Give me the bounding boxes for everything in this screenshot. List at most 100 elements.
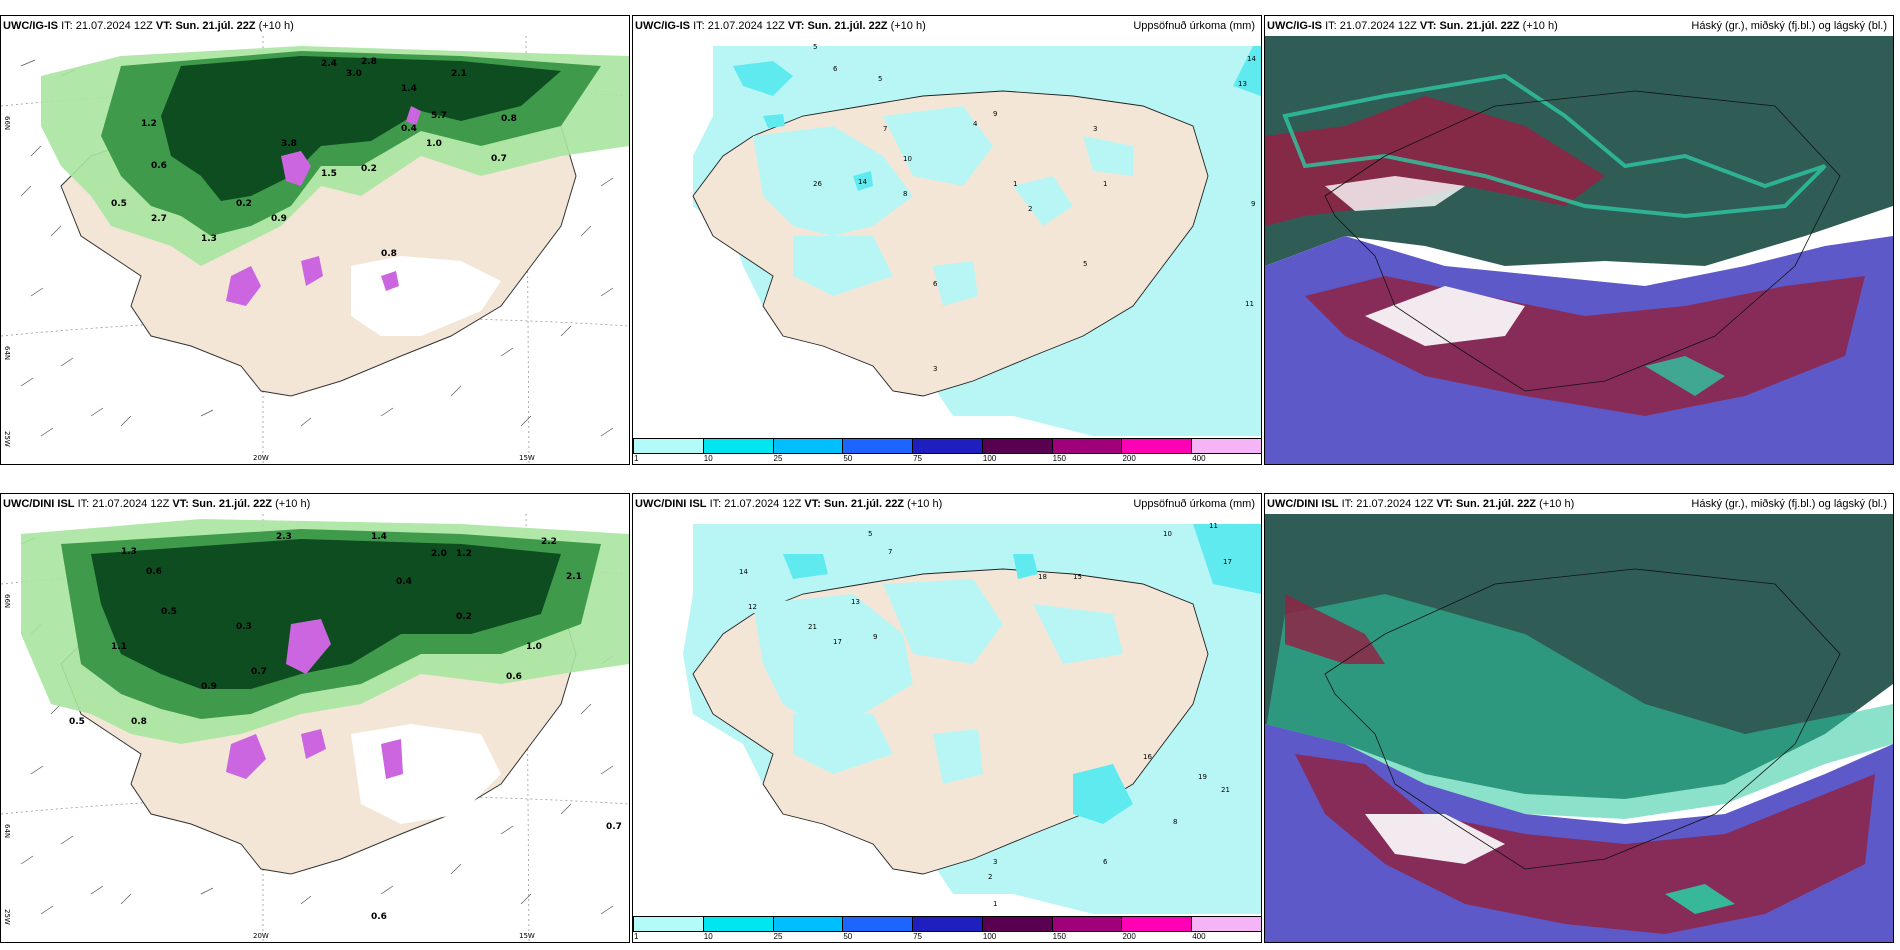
- value-label: 1.1: [111, 642, 127, 652]
- value-label: 0.7: [606, 822, 622, 832]
- lead-time: (+10 h): [275, 498, 311, 510]
- model-name: UWC/IG-IS: [1267, 20, 1322, 32]
- value-label: 1.4: [371, 532, 387, 542]
- panel-top-right-cloud: UWC/IG-IS IT: 21.07.2024 12Z VT: Sun. 21…: [1264, 15, 1894, 465]
- value-label: 2: [1028, 205, 1032, 213]
- value-label: 0.2: [361, 164, 377, 174]
- value-label: 21: [808, 623, 817, 631]
- precip-map: 5 6 5 14 13 7 10 4 9 3 1 2 26 14 8 6 5 9…: [633, 36, 1261, 464]
- value-label: 8: [1173, 818, 1177, 826]
- it-value: 21.07.2024 12Z: [1339, 20, 1417, 32]
- value-label: 3: [1093, 125, 1097, 133]
- value-label: 1.3: [121, 547, 137, 557]
- legend-swatch: [912, 916, 983, 932]
- cloud-title: Háský (gr.), miðský (fj.bl.) og lágský (…: [1691, 20, 1887, 32]
- it-label: IT:: [77, 498, 90, 510]
- legend-swatch: [633, 438, 704, 454]
- value-label: 2.7: [151, 214, 167, 224]
- value-label: 6: [833, 65, 838, 73]
- value-label: 3: [933, 365, 937, 373]
- legend-tick-label: 75: [913, 932, 923, 941]
- value-label: 11: [1245, 300, 1254, 308]
- it-label: IT:: [1325, 20, 1337, 32]
- model-name: UWC/DINI ISL: [635, 498, 707, 510]
- panel-header: UWC/DINI ISL IT: 21.07.2024 12Z VT: Sun.…: [1, 494, 629, 514]
- legend-tick-label: 150: [1052, 454, 1067, 463]
- legend-swatch: [981, 916, 1053, 932]
- value-label: 5: [813, 43, 817, 51]
- precip-legend: 1 10 25 50 75 100 150 200 400: [633, 438, 1261, 464]
- legend-tick-label: 150: [1052, 932, 1067, 941]
- legend-swatch: [912, 438, 983, 454]
- legend-swatch: [772, 916, 844, 932]
- lead-time: (+10 h): [1539, 498, 1575, 510]
- vt-label: VT:: [155, 20, 173, 32]
- precip-legend: 1 10 25 50 75 100 150 200 400: [633, 916, 1261, 942]
- value-label: 0.2: [456, 612, 472, 622]
- value-label: 0.2: [236, 199, 252, 209]
- value-label: 0.8: [501, 114, 517, 124]
- vt-value: Sun. 21.júl. 22Z: [823, 498, 905, 510]
- value-label: 1.0: [526, 642, 542, 652]
- value-label: 1.4: [401, 84, 417, 94]
- lon-label: 20W: [253, 454, 269, 462]
- value-label: 1: [993, 900, 997, 908]
- value-label: 2.1: [451, 69, 467, 79]
- value-label: 8: [903, 190, 907, 198]
- value-label: 7: [883, 125, 887, 133]
- cloud-map: [1265, 36, 1893, 464]
- it-value: 21.07.2024 12Z: [707, 20, 785, 32]
- lon-label: 25W: [3, 431, 11, 447]
- value-label: 2: [988, 873, 992, 881]
- value-label: 5: [1083, 260, 1087, 268]
- value-label: 10: [1163, 530, 1172, 538]
- legend-swatch: [1191, 916, 1261, 932]
- legend-swatch: [702, 438, 774, 454]
- value-label: 0.4: [396, 577, 412, 587]
- value-label: 5.7: [431, 111, 447, 121]
- value-label: 6: [1103, 858, 1108, 866]
- value-label: 3: [993, 858, 997, 866]
- legend-swatch: [842, 438, 914, 454]
- value-label: 0.5: [69, 717, 85, 727]
- value-label: 3.8: [281, 139, 297, 149]
- value-label: 15: [1073, 573, 1082, 581]
- value-label: 10: [903, 155, 912, 163]
- precip-title: Uppsöfnuð úrkoma (mm): [1133, 20, 1255, 32]
- lon-label: 25W: [3, 909, 11, 925]
- value-label: 0.5: [161, 607, 177, 617]
- value-label: 9: [993, 110, 997, 118]
- precip-title: Uppsöfnuð úrkoma (mm): [1133, 498, 1255, 510]
- lead-time: (+10 h): [907, 498, 943, 510]
- value-label: 17: [1223, 558, 1232, 566]
- value-label: 16: [1143, 753, 1152, 761]
- value-label: 14: [858, 178, 867, 186]
- legend-tick-label: 10: [703, 454, 713, 463]
- vt-value: Sun. 21.júl. 22Z: [1439, 20, 1520, 32]
- value-label: 7: [888, 548, 892, 556]
- lat-label: 66N: [3, 594, 11, 608]
- it-label: IT:: [61, 20, 73, 32]
- value-label: 0.7: [491, 154, 507, 164]
- value-label: 19: [1198, 773, 1207, 781]
- value-label: 5: [878, 75, 882, 83]
- vt-value: Sun. 21.júl. 22Z: [807, 20, 888, 32]
- value-label: 13: [1238, 80, 1247, 88]
- it-label: IT:: [1341, 498, 1354, 510]
- panel-bottom-right-cloud: UWC/DINI ISL IT: 21.07.2024 12Z VT: Sun.…: [1264, 493, 1894, 943]
- it-value: 21.07.2024 12Z: [75, 20, 153, 32]
- value-label: 1.0: [426, 139, 442, 149]
- value-label: 0.6: [371, 912, 387, 922]
- value-label: 0.3: [236, 622, 252, 632]
- legend-tick-label: 75: [913, 454, 923, 463]
- value-label: 0.9: [271, 214, 287, 224]
- value-label: 18: [1038, 573, 1047, 581]
- value-label: 14: [1247, 55, 1256, 63]
- panel-top-left-wind: UWC/IG-IS IT: 21.07.2024 12Z VT: Sun. 21…: [0, 15, 630, 465]
- legend-tick-label: 1: [634, 932, 639, 941]
- value-label: 0.8: [381, 249, 397, 259]
- value-label: 0.6: [151, 161, 167, 171]
- model-name: UWC/IG-IS: [635, 20, 690, 32]
- value-label: 0.7: [251, 667, 267, 677]
- legend-swatch: [1121, 438, 1193, 454]
